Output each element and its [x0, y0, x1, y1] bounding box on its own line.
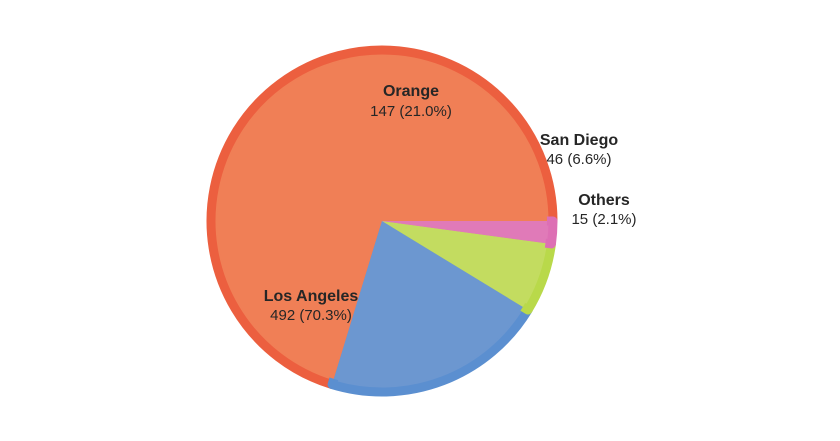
- slice-fill-san-diego: [382, 221, 546, 307]
- label-others-name: Others: [578, 192, 630, 209]
- slice-fill-others: [382, 221, 548, 244]
- label-los-angeles-value: 492 (70.3%): [270, 307, 352, 324]
- label-san-diego-name: San Diego: [540, 132, 618, 149]
- label-los-angeles-name: Los Angeles: [264, 288, 359, 305]
- label-san-diego-value: 46 (6.6%): [546, 151, 611, 168]
- slice-fill-los-angeles: [216, 55, 548, 379]
- label-orange-name: Orange: [383, 83, 439, 100]
- label-orange-value: 147 (21.0%): [370, 103, 452, 120]
- label-others-value: 15 (2.1%): [571, 211, 636, 228]
- slice-fill-orange: [333, 221, 523, 387]
